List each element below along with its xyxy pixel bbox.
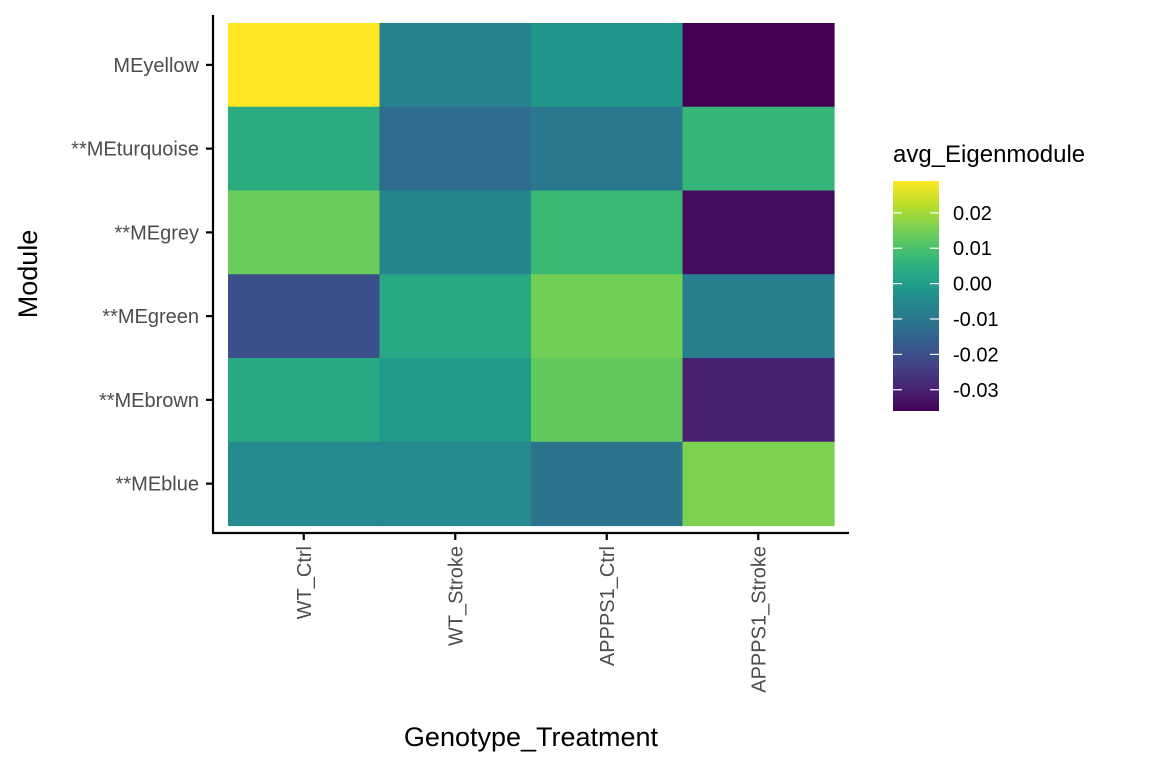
heatmap-cell [379, 441, 532, 527]
x-tick-label: WT_Stroke [445, 546, 467, 646]
legend-tick-label: -0.01 [953, 309, 999, 331]
legend-tick-label: -0.03 [953, 380, 999, 402]
heatmap-cell [531, 23, 684, 108]
heatmap-cell [379, 274, 532, 359]
heatmap-cell [228, 106, 381, 192]
heatmap-cell [531, 441, 684, 527]
heatmap-cell [228, 23, 381, 108]
axes [211, 15, 849, 535]
y-axis-title: Module [13, 230, 43, 319]
heatmap-cell [531, 358, 684, 443]
x-tick-label: WT_Ctrl [294, 546, 316, 619]
legend-tick-label: 0.00 [953, 274, 992, 296]
y-tick-label: **MEbrown [99, 390, 199, 412]
heatmap-cell [379, 23, 532, 108]
y-tick-label: **MEblue [116, 474, 199, 496]
heatmap-cells [228, 23, 835, 527]
y-tick-label: MEyellow [113, 55, 199, 77]
heatmap-cell [682, 358, 835, 443]
heatmap-cell [228, 441, 381, 527]
heatmap-cell [531, 106, 684, 192]
legend-tick-label: 0.02 [953, 203, 992, 225]
y-tick-label: **MEgreen [102, 306, 199, 328]
x-axis-ticks: WT_Ctrl WT_Stroke APPPS1_Ctrl APPPS1_Stroke [294, 533, 770, 693]
legend-tick-label: -0.02 [953, 344, 999, 366]
heatmap-cell [682, 190, 835, 275]
heatmap-cell [682, 274, 835, 359]
heatmap-cell [682, 23, 835, 108]
heatmap-cell [228, 190, 381, 275]
heatmap-cell [531, 190, 684, 275]
color-legend: avg_Eigenmodule 0.02 0.01 0.00 -0.01 -0.02 -0… [893, 141, 1085, 411]
heatmap-cell [531, 274, 684, 359]
heatmap-cell [379, 190, 532, 275]
heatmap-cell [379, 358, 532, 443]
heatmap-cell [682, 106, 835, 192]
legend-tick-label: 0.01 [953, 238, 992, 260]
heatmap-cell [682, 441, 835, 527]
x-tick-label: APPPS1_Stroke [748, 546, 770, 693]
y-tick-label: **MEgrey [115, 222, 199, 244]
legend-title: avg_Eigenmodule [893, 141, 1085, 168]
x-axis-title: Genotype_Treatment [404, 722, 659, 752]
heatmap-cell [379, 106, 532, 192]
y-tick-label: **MEturquoise [71, 139, 199, 161]
x-tick-label: APPPS1_Ctrl [597, 546, 619, 666]
legend-colorbar [893, 181, 939, 411]
legend-ticks: 0.02 0.01 0.00 -0.01 -0.02 -0.03 [893, 203, 999, 402]
heatmap-cell [228, 358, 381, 443]
y-axis-ticks: MEyellow **MEturquoise **MEgrey **MEgreen **… [71, 55, 213, 496]
heatmap-cell [228, 274, 381, 359]
